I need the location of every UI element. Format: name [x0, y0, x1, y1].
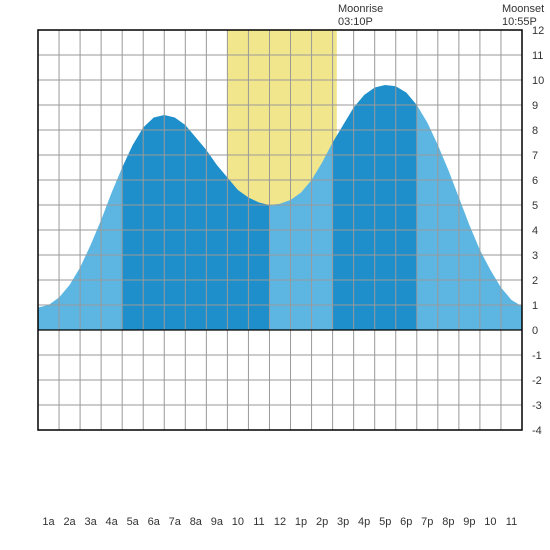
x-tick-label: 2p — [316, 516, 328, 528]
y-tick-label: 5 — [532, 200, 538, 212]
x-tick-label: 1p — [295, 516, 307, 528]
x-tick-label: 6a — [148, 516, 161, 528]
y-tick-label: -3 — [532, 400, 542, 412]
header-time: 10:55P — [502, 16, 537, 28]
x-tick-label: 9p — [463, 516, 475, 528]
y-tick-label: 1 — [532, 300, 538, 312]
y-tick-label: 4 — [532, 225, 538, 237]
y-tick-label: 2 — [532, 275, 538, 287]
y-tick-label: 11 — [532, 50, 543, 62]
header-title: Moonset — [502, 3, 544, 15]
y-tick-label: 7 — [532, 150, 538, 162]
x-tick-label: 7a — [169, 516, 182, 528]
chart-svg: -4-3-2-101234567891011121a2a3a4a5a6a7a8a… — [0, 0, 550, 550]
y-tick-label: -1 — [532, 350, 542, 362]
x-tick-label: 8p — [442, 516, 454, 528]
x-tick-label: 4a — [106, 516, 119, 528]
y-tick-label: 9 — [532, 100, 538, 112]
header-time: 03:10P — [338, 16, 373, 28]
x-tick-label: 5a — [127, 516, 140, 528]
x-tick-label: 3p — [337, 516, 349, 528]
y-tick-label: 3 — [532, 250, 538, 262]
x-tick-label: 10 — [484, 516, 496, 528]
y-tick-label: 10 — [532, 75, 544, 87]
x-tick-label: 12 — [274, 516, 286, 528]
y-tick-label: -4 — [532, 425, 542, 437]
tide-chart: -4-3-2-101234567891011121a2a3a4a5a6a7a8a… — [0, 0, 550, 550]
x-tick-label: 11 — [506, 516, 517, 528]
x-tick-label: 5p — [379, 516, 391, 528]
x-tick-label: 8a — [190, 516, 203, 528]
x-tick-label: 9a — [211, 516, 224, 528]
x-tick-label: 10 — [232, 516, 244, 528]
x-tick-label: 3a — [84, 516, 97, 528]
x-tick-label: 2a — [63, 516, 76, 528]
x-tick-label: 7p — [421, 516, 433, 528]
header-title: Moonrise — [338, 3, 383, 15]
x-tick-label: 11 — [253, 516, 264, 528]
y-tick-label: -2 — [532, 375, 542, 387]
y-tick-label: 8 — [532, 125, 538, 137]
x-tick-label: 4p — [358, 516, 370, 528]
y-tick-label: 0 — [532, 325, 538, 337]
x-tick-label: 1a — [42, 516, 55, 528]
y-tick-label: 6 — [532, 175, 538, 187]
x-tick-label: 6p — [400, 516, 412, 528]
